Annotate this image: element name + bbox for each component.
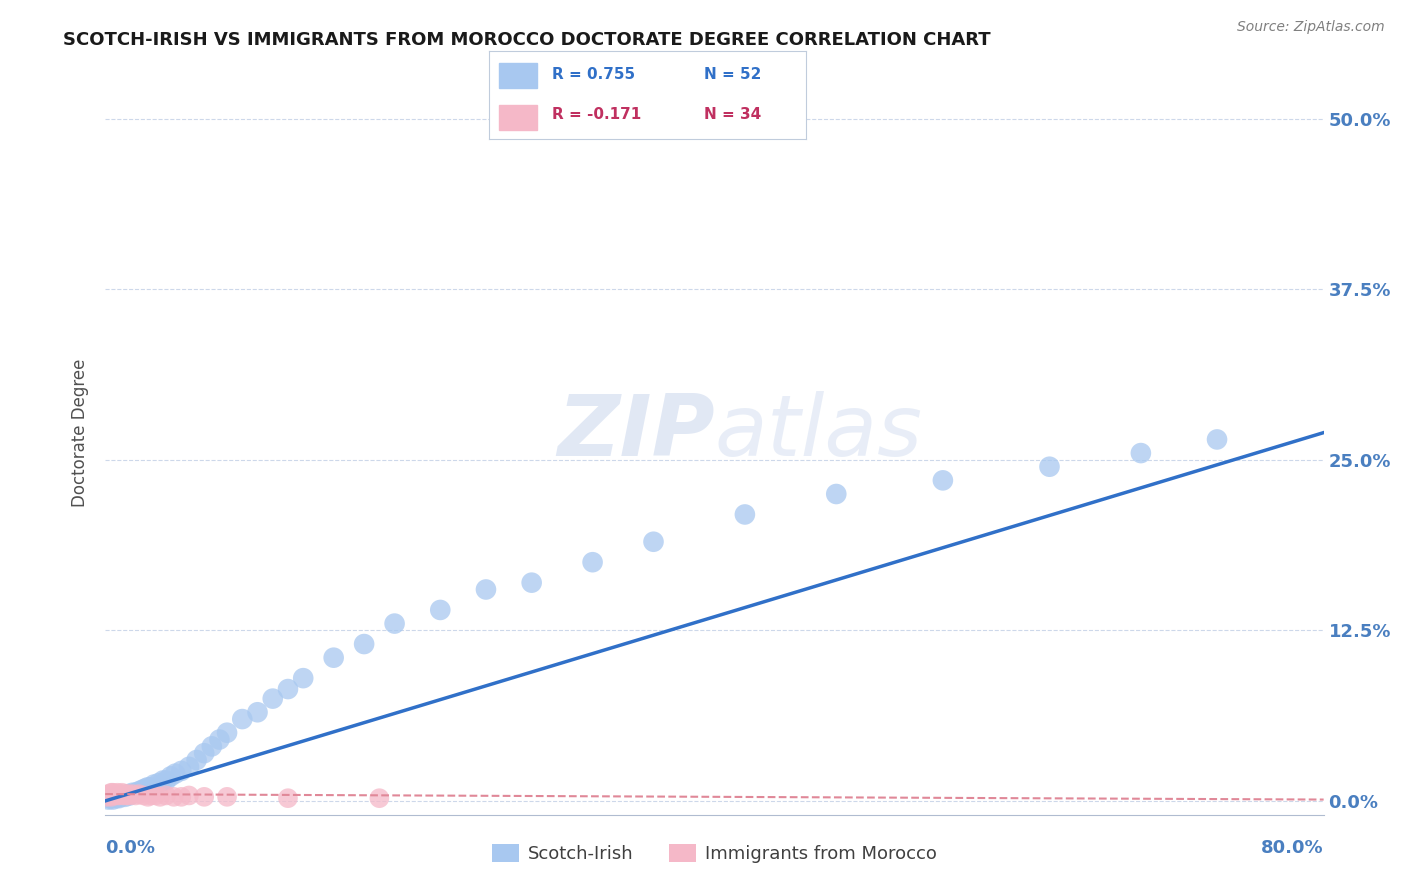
Point [170,789,193,804]
Point [142,778,165,792]
Point [155,789,177,803]
Point [121,787,143,801]
Text: 0.0%: 0.0% [105,839,155,857]
Point [104,789,127,803]
Point [170,764,193,778]
Point [131,783,153,797]
Point [115,789,138,803]
Point [643,534,665,549]
Point [368,791,391,805]
Point [98,791,121,805]
Point [110,789,132,804]
Point [128,787,150,801]
Point [108,791,131,805]
Point [152,773,174,788]
Point [277,791,299,805]
Point [193,746,215,760]
Point [96,789,118,804]
Point [117,787,139,801]
Point [322,650,344,665]
Legend: Scotch-Irish, Immigrants from Morocco: Scotch-Irish, Immigrants from Morocco [484,837,945,871]
Point [101,786,124,800]
Text: 80.0%: 80.0% [1261,839,1323,857]
Point [105,786,128,800]
Point [215,725,238,739]
Point [231,712,253,726]
Point [136,789,159,804]
Point [118,789,141,803]
Text: SCOTCH-IRISH VS IMMIGRANTS FROM MOROCCO DOCTORATE DEGREE CORRELATION CHART: SCOTCH-IRISH VS IMMIGRANTS FROM MOROCCO … [63,31,991,49]
Point [101,789,124,803]
Point [145,789,167,803]
Point [128,784,150,798]
Point [159,769,181,783]
Point [201,739,224,754]
Point [1129,446,1152,460]
Point [475,582,498,597]
Point [177,760,200,774]
Point [186,753,208,767]
Point [581,555,603,569]
Point [353,637,375,651]
Point [105,789,128,804]
Point [114,787,136,801]
Point [193,789,215,804]
Point [114,789,136,804]
Point [825,487,848,501]
Text: Source: ZipAtlas.com: Source: ZipAtlas.com [1237,20,1385,34]
Point [139,789,162,803]
Text: ZIP: ZIP [557,391,714,475]
Point [124,786,146,800]
Y-axis label: Doctorate Degree: Doctorate Degree [72,359,89,507]
Point [108,789,131,803]
Point [112,789,135,803]
Point [97,787,120,801]
Point [117,787,139,801]
Point [100,791,122,805]
Point [97,792,120,806]
Point [139,780,162,795]
Point [262,691,284,706]
Point [103,787,125,801]
Point [155,773,177,788]
Point [208,732,231,747]
Point [429,603,451,617]
Point [100,786,122,800]
Point [177,789,200,803]
Point [103,789,125,804]
Point [734,508,756,522]
Point [132,789,155,803]
Point [384,616,406,631]
Point [111,786,134,800]
Point [215,789,238,804]
Point [932,474,955,488]
Point [520,575,543,590]
Point [163,789,186,804]
Text: atlas: atlas [714,391,922,475]
Point [292,671,315,685]
Point [246,705,269,719]
Point [1206,433,1229,447]
Point [118,789,141,803]
Point [104,791,127,805]
Point [100,789,122,804]
Point [277,681,299,696]
Point [136,780,159,795]
Point [112,789,135,803]
Point [98,789,121,803]
Point [110,787,132,801]
Point [121,786,143,800]
Point [134,781,156,796]
Point [148,776,170,790]
Point [1038,459,1060,474]
Point [101,792,124,806]
Point [165,766,187,780]
Point [124,789,146,803]
Point [149,789,172,804]
